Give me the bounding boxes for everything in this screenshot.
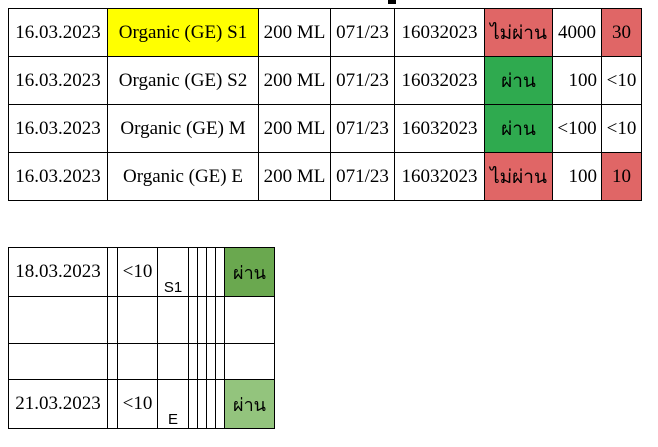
date-cell: [8, 296, 108, 344]
table-row: 16.03.2023 Organic (GE) E 200 ML 071/23 …: [8, 152, 642, 201]
sample-code-cell: [157, 343, 189, 380]
limit-cell: 30: [601, 8, 642, 57]
volume-cell: 200 ML: [258, 152, 331, 201]
product-cell: Organic (GE) S1: [107, 8, 259, 57]
count-cell: 100: [552, 56, 602, 105]
date-cell: 21.03.2023: [8, 379, 108, 429]
empty-cell: [188, 247, 198, 297]
value-cell: [117, 296, 158, 344]
limit-cell: 10: [601, 152, 642, 201]
count-cell: 100: [552, 152, 602, 201]
empty-cell: [188, 379, 198, 429]
limit-cell: <10: [601, 56, 642, 105]
table-row: 16.03.2023 Organic (GE) S1 200 ML 071/23…: [8, 8, 642, 57]
result-cell-fail: ไม่ผ่าน: [484, 152, 553, 201]
table-row: 16.03.2023 Organic (GE) M 200 ML 071/23 …: [8, 104, 642, 153]
lot-cell: 071/23: [330, 152, 395, 201]
date-cell: 16.03.2023: [8, 152, 108, 201]
sample-code-cell: [157, 296, 189, 344]
lot-cell: 071/23: [330, 8, 395, 57]
test-results-table: 16.03.2023 Organic (GE) S1 200 ML 071/23…: [8, 8, 642, 201]
empty-cell: [215, 379, 225, 429]
result-cell-pass: ผ่าน: [484, 104, 553, 153]
table-row: [8, 296, 275, 344]
batch-cell: 16032023: [394, 8, 485, 57]
product-cell: Organic (GE) E: [107, 152, 259, 201]
value-cell: <10: [117, 379, 158, 429]
date-cell: [8, 343, 108, 380]
table-row: 18.03.2023 <10 S1 ผ่าน: [8, 247, 275, 297]
result-cell-pass: ผ่าน: [224, 247, 275, 297]
date-cell: 16.03.2023: [8, 56, 108, 105]
sample-code-cell: S1: [157, 247, 189, 297]
table-row: [8, 343, 275, 380]
value-cell: <10: [117, 247, 158, 297]
empty-cell: [188, 296, 198, 344]
lot-cell: 071/23: [330, 56, 395, 105]
volume-cell: 200 ML: [258, 104, 331, 153]
empty-cell: [107, 296, 118, 344]
empty-cell: [197, 296, 207, 344]
batch-cell: 16032023: [394, 104, 485, 153]
result-cell-fail: ไม่ผ่าน: [484, 8, 553, 57]
table-row: 16.03.2023 Organic (GE) S2 200 ML 071/23…: [8, 56, 642, 105]
sample-code-cell: E: [157, 379, 189, 429]
empty-cell: [215, 296, 225, 344]
volume-cell: 200 ML: [258, 8, 331, 57]
batch-cell: 16032023: [394, 56, 485, 105]
lot-cell: 071/23: [330, 104, 395, 153]
retest-table: 18.03.2023 <10 S1 ผ่าน: [8, 247, 275, 429]
empty-cell: [197, 343, 207, 380]
result-cell: [224, 343, 275, 380]
date-cell: 18.03.2023: [8, 247, 108, 297]
empty-cell: [206, 296, 216, 344]
empty-cell: [215, 343, 225, 380]
count-cell: <100: [552, 104, 602, 153]
value-cell: [117, 343, 158, 380]
empty-cell: [197, 247, 207, 297]
result-cell-pass: ผ่าน: [224, 379, 275, 429]
empty-cell: [197, 379, 207, 429]
limit-cell: <10: [601, 104, 642, 153]
date-cell: 16.03.2023: [8, 104, 108, 153]
empty-cell: [206, 379, 216, 429]
cropped-text-fragment: [388, 0, 396, 4]
product-cell: Organic (GE) S2: [107, 56, 259, 105]
result-cell-pass: ผ่าน: [484, 56, 553, 105]
empty-cell: [215, 247, 225, 297]
date-cell: 16.03.2023: [8, 8, 108, 57]
empty-cell: [107, 247, 118, 297]
batch-cell: 16032023: [394, 152, 485, 201]
volume-cell: 200 ML: [258, 56, 331, 105]
result-cell: [224, 296, 275, 344]
empty-cell: [206, 247, 216, 297]
empty-cell: [206, 343, 216, 380]
table-row: 21.03.2023 <10 E ผ่าน: [8, 379, 275, 429]
empty-cell: [188, 343, 198, 380]
count-cell: 4000: [552, 8, 602, 57]
empty-cell: [107, 343, 118, 380]
empty-cell: [107, 379, 118, 429]
product-cell: Organic (GE) M: [107, 104, 259, 153]
